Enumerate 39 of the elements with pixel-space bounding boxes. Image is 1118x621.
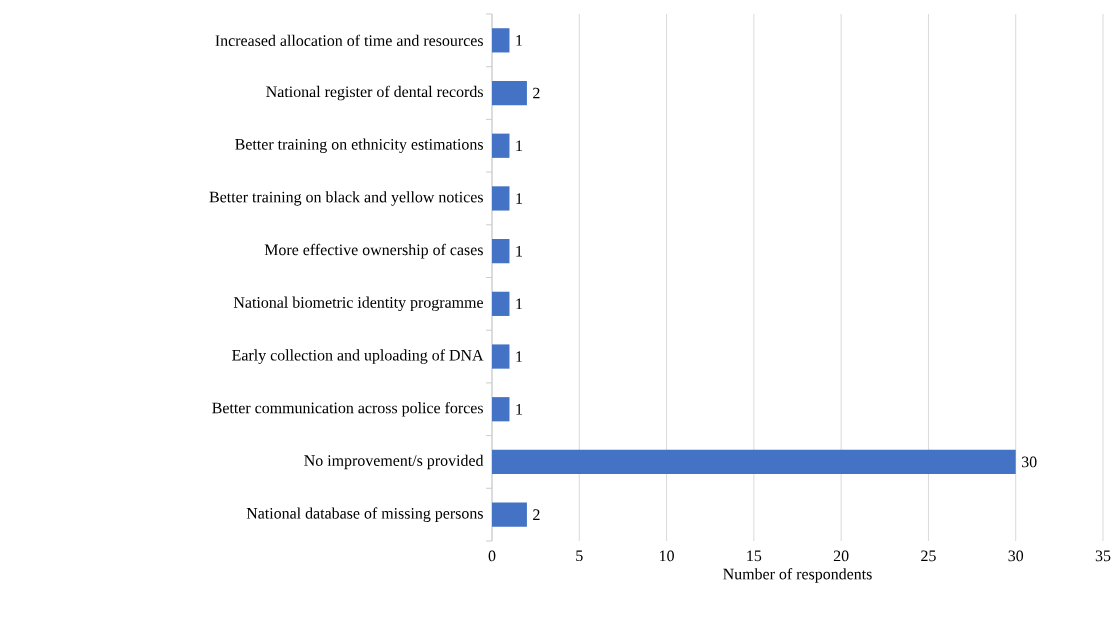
bar [492, 291, 510, 316]
y-tick-label: Better communication across police forces [212, 401, 483, 417]
y-tick-label: National biometric identity programme [233, 296, 483, 312]
data-label: 1 [516, 351, 522, 362]
x-tick-label: 30 [1008, 550, 1024, 562]
bar [492, 133, 510, 158]
data-label: 1 [516, 298, 522, 310]
x-axis-title: Number of respondents [723, 568, 872, 583]
y-tick-label: National database of missing persons [246, 507, 483, 522]
x-tick-label: 0 [488, 550, 496, 562]
data-label: 30 [1022, 456, 1037, 468]
bar [492, 186, 510, 211]
y-tick-label: Increased allocation of time and resources [215, 34, 483, 47]
y-tick-label: No improvement/s provided [304, 454, 484, 470]
y-tick-label: More effective ownership of cases [264, 243, 483, 259]
data-label: 1 [516, 245, 522, 257]
y-tick-label: Early collection and uploading of DNA [232, 349, 484, 364]
bar [492, 344, 510, 369]
data-label: 1 [516, 140, 522, 151]
bar [492, 28, 510, 53]
x-tick-label: 25 [921, 550, 936, 562]
bar [492, 449, 1016, 475]
data-label: 1 [516, 35, 522, 46]
data-label: 2 [533, 509, 540, 520]
x-tick-label: 35 [1095, 550, 1111, 562]
bar [492, 80, 527, 106]
bar [492, 397, 510, 422]
bar [492, 502, 527, 527]
data-label: 1 [516, 193, 522, 204]
y-tick-label: National register of dental records [266, 85, 483, 101]
data-label: 2 [533, 87, 540, 99]
y-tick-label: Better training on black and yellow notices [209, 191, 483, 206]
x-tick-label: 15 [747, 550, 762, 562]
bar [492, 239, 510, 264]
x-tick-label: 5 [576, 550, 583, 562]
x-tick-label: 20 [833, 550, 849, 562]
x-tick-label: 10 [660, 550, 674, 562]
data-label: 1 [516, 403, 522, 415]
y-tick-label: Better training on ethnicity estimations [235, 138, 483, 153]
